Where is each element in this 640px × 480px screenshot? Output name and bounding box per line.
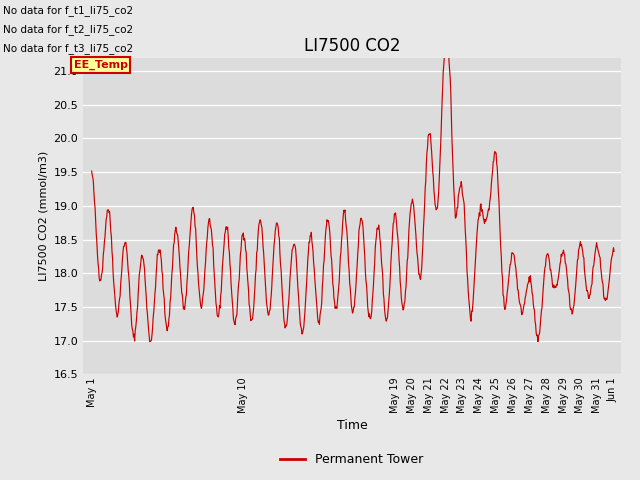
Text: No data for f_t2_li75_co2: No data for f_t2_li75_co2	[3, 24, 133, 35]
Text: No data for f_t3_li75_co2: No data for f_t3_li75_co2	[3, 43, 133, 54]
Text: No data for f_t1_li75_co2: No data for f_t1_li75_co2	[3, 5, 133, 16]
Y-axis label: LI7500 CO2 (mmol/m3): LI7500 CO2 (mmol/m3)	[38, 151, 48, 281]
Legend: Permanent Tower: Permanent Tower	[275, 448, 429, 471]
X-axis label: Time: Time	[337, 419, 367, 432]
Title: LI7500 CO2: LI7500 CO2	[304, 36, 400, 55]
Text: EE_Temp: EE_Temp	[74, 60, 127, 70]
